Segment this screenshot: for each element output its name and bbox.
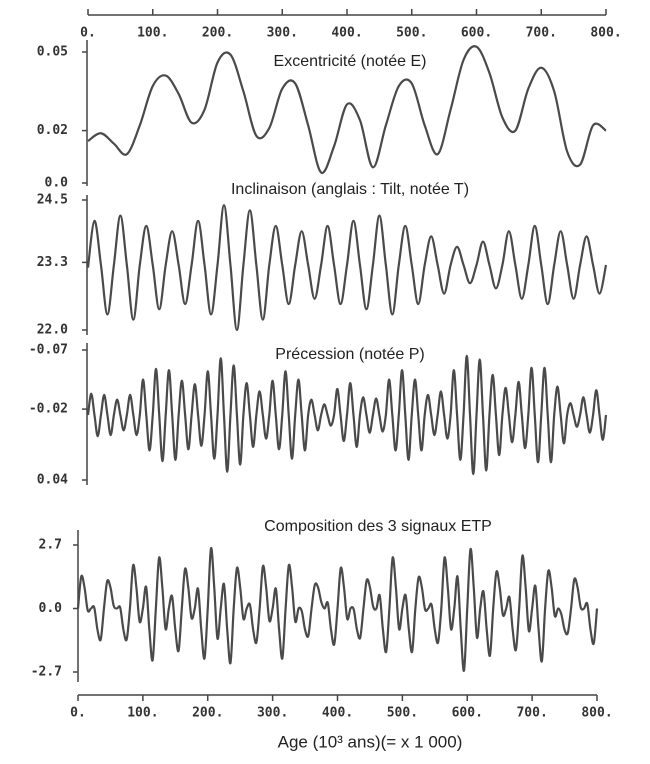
data-line [87,45,607,174]
panel-title: Excentricité (notée E) [274,53,427,70]
y-tick-label: -0.07 [29,343,68,358]
x-tick-label: 700. [526,26,557,41]
x-tick-label: 400. [322,706,353,721]
x-tick-label: 300. [257,706,288,721]
data-line [76,547,599,672]
x-tick-label: 800. [581,706,612,721]
x-tick-label: 600. [452,706,483,721]
x-tick-label: 200. [192,706,223,721]
y-tick-label: 0.02 [37,123,68,138]
x-tick-label: 300. [267,26,298,41]
y-tick-label: 2.7 [39,538,62,553]
y-tick-label: 0.05 [37,45,68,60]
x-tick-label: 500. [396,26,427,41]
x-tick-label: 100. [137,26,168,41]
x-tick-label: 200. [202,26,233,41]
x-tick-label: 400. [331,26,362,41]
y-tick-label: -2.7 [31,665,62,680]
x-tick-label: 600. [461,26,492,41]
y-tick-label: 0.0 [45,176,69,191]
data-line [86,204,608,332]
panel-title: Composition des 3 signaux ETP [264,518,492,535]
x-axis-label: Age (10³ ans)(= x 1 000) [278,732,463,751]
x-tick-label: 800. [590,26,621,41]
panel-title: Précession (notée P) [275,346,424,363]
y-tick-label: 22.0 [37,323,68,338]
y-tick-label: 0.04 [37,473,68,488]
x-tick-label: 500. [387,706,418,721]
y-tick-label: 23.3 [37,255,68,270]
y-tick-label: -0.02 [29,402,68,417]
panel-title: Inclinaison (anglais : Tilt, notée T) [231,181,469,198]
x-tick-label: 100. [127,706,158,721]
x-tick-label: 0. [70,706,86,721]
y-tick-label: 24.5 [37,193,68,208]
data-line [86,354,608,476]
y-tick-label: 0.0 [39,601,63,616]
x-tick-label: 0. [80,26,96,41]
x-tick-label: 700. [516,706,547,721]
